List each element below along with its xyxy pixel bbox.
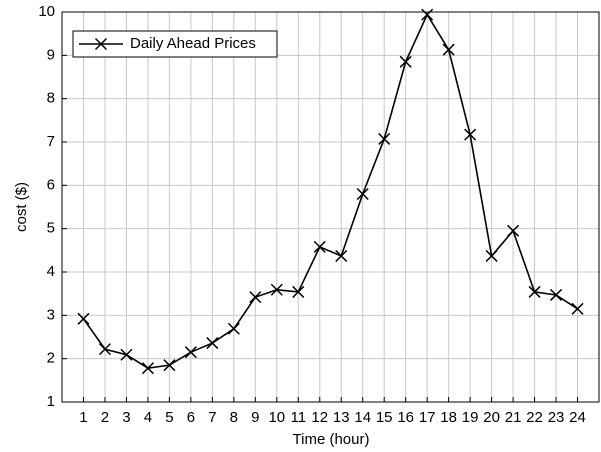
x-tick-label: 3 <box>122 409 130 426</box>
y-tick-label: 4 <box>47 263 55 280</box>
x-tick-label: 1 <box>79 409 87 426</box>
x-tick-label: 20 <box>483 409 500 426</box>
data-point <box>507 224 520 237</box>
y-tick-label: 5 <box>47 220 55 237</box>
y-tick-label: 7 <box>47 133 55 150</box>
data-point <box>528 285 541 298</box>
x-tick-label: 22 <box>526 409 543 426</box>
x-axis-label: Time (hour) <box>293 431 370 448</box>
data-point <box>206 337 219 350</box>
data-point <box>120 348 133 361</box>
x-tick-label: 10 <box>268 409 285 426</box>
plot-frame <box>61 11 600 403</box>
data-point <box>335 249 348 262</box>
x-tick-label: 8 <box>230 409 238 426</box>
x-tick-label: 19 <box>462 409 479 426</box>
x-tick-label: 9 <box>251 409 259 426</box>
legend-label: Daily Ahead Prices <box>130 35 256 52</box>
x-tick-label: 14 <box>354 409 371 426</box>
x-tick-label: 5 <box>165 409 173 426</box>
data-point <box>421 8 434 21</box>
x-tick-label: 23 <box>548 409 565 426</box>
data-point <box>313 240 326 253</box>
data-point <box>227 322 240 335</box>
y-tick-label: 8 <box>47 90 55 107</box>
data-point <box>98 343 111 356</box>
data-point <box>292 285 305 298</box>
x-tick-label: 7 <box>208 409 216 426</box>
data-point <box>141 362 154 375</box>
x-tick-label: 6 <box>187 409 195 426</box>
y-tick-label: 10 <box>38 3 55 20</box>
data-point <box>464 128 477 141</box>
x-tick-label: 15 <box>376 409 393 426</box>
data-point <box>270 283 283 296</box>
data-point <box>184 346 197 359</box>
data-point <box>485 249 498 262</box>
y-tick-label: 9 <box>47 46 55 63</box>
data-point <box>442 43 455 56</box>
data-point <box>163 359 176 372</box>
data-point <box>399 55 412 68</box>
x-tick-label: 11 <box>290 409 306 426</box>
data-point <box>356 187 369 201</box>
data-point <box>77 312 90 325</box>
y-axis-label: cost ($) <box>13 182 30 232</box>
data-point <box>378 132 391 145</box>
legend-marker <box>94 37 108 51</box>
data-point <box>249 291 262 304</box>
x-tick-label: 13 <box>333 409 350 426</box>
x-tick-label: 17 <box>419 409 436 426</box>
x-tick-label: 2 <box>101 409 109 426</box>
x-tick-label: 4 <box>144 409 152 426</box>
x-tick-label: 16 <box>397 409 414 426</box>
y-tick-label: 3 <box>47 306 55 323</box>
x-tick-label: 18 <box>440 409 457 426</box>
data-point <box>550 288 563 301</box>
y-tick-label: 2 <box>47 350 55 367</box>
x-tick-label: 24 <box>569 409 586 426</box>
y-tick-label: 1 <box>47 393 55 410</box>
y-tick-label: 6 <box>47 176 55 193</box>
data-point <box>571 302 584 315</box>
x-tick-label: 21 <box>505 409 522 426</box>
x-tick-label: 12 <box>311 409 328 426</box>
